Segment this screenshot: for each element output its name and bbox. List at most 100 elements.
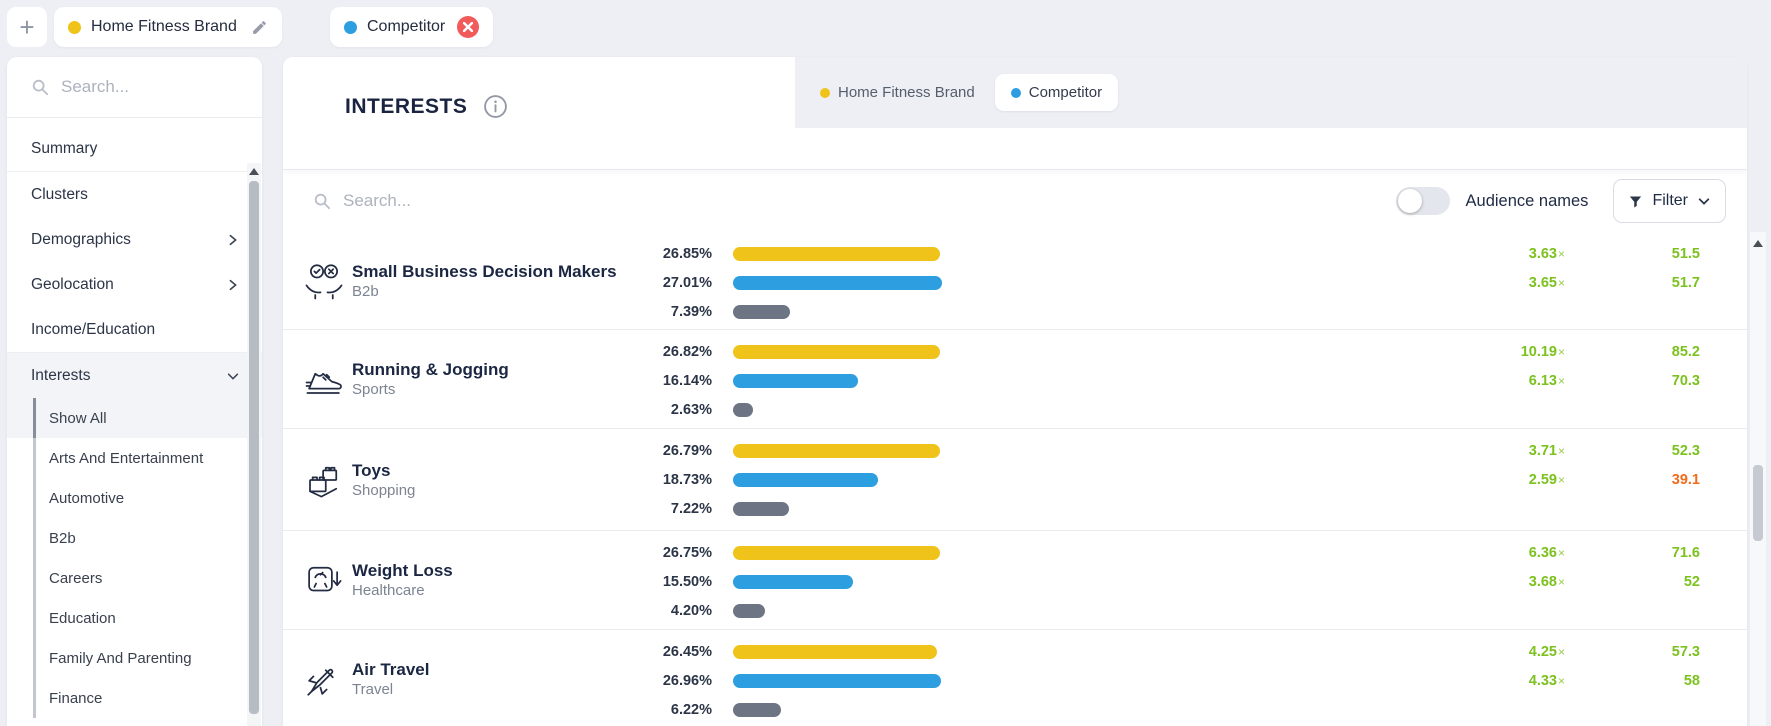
percent-label-home-fitness-brand: 26.75% [662, 545, 712, 561]
scrollbar-thumb[interactable] [249, 181, 259, 714]
main-scrollbar[interactable] [1750, 232, 1766, 726]
percent-label-home-fitness-brand: 26.45% [662, 644, 712, 660]
scroll-up-arrow-icon[interactable] [1753, 240, 1763, 247]
add-audience-button[interactable]: + [7, 7, 47, 47]
toggle-knob [1397, 189, 1422, 213]
sidebar-subitem-automotive[interactable]: Automotive [49, 489, 125, 507]
page-title: INTERESTS [345, 94, 468, 118]
interest-heading: Small Business Decision Makers B2b [352, 261, 617, 301]
interests-table: Small Business Decision Makers B2b 26.85% 2… [283, 232, 1747, 726]
percent-label-baseline: 7.39% [670, 304, 712, 320]
sidebar-item-label: Demographics [31, 230, 131, 248]
affinity-multiplier: 2.59× [1528, 472, 1565, 488]
table-toolbar: Audience names Filter [283, 170, 1747, 232]
relevance-score: 58 [1683, 673, 1700, 689]
interest-row-air-travel[interactable]: Air Travel Travel 26.45% 26.96% 6.22% 4.25× 57… [283, 630, 1747, 726]
sidebar-scrollbar[interactable] [247, 163, 261, 726]
sidebar-subitem-show-all[interactable]: Show All [7, 398, 262, 438]
panel-header: Home Fitness Brand Competitor INTERESTS [283, 57, 1747, 170]
tab-competitor[interactable]: Competitor [330, 7, 494, 47]
percent-label-baseline: 2.63% [670, 402, 712, 418]
audience-names-toggle[interactable] [1395, 187, 1450, 215]
info-icon[interactable] [483, 94, 508, 119]
interest-heading: Toys Shopping [352, 460, 415, 500]
affinity-multiplier: 3.68× [1528, 574, 1565, 590]
legend-label: Competitor [1028, 84, 1103, 101]
table-search[interactable] [313, 190, 1396, 212]
relevance-score: 85.2 [1671, 344, 1700, 360]
sidebar-subitem-family-and-parenting[interactable]: Family And Parenting [49, 649, 192, 667]
search-icon [31, 78, 49, 96]
sidebar-item-label: Summary [31, 139, 98, 157]
affinity-multiplier: 6.36× [1528, 545, 1565, 561]
toy-bricks-icon [303, 459, 345, 501]
sidebar-search[interactable] [7, 57, 262, 118]
bar-baseline [733, 502, 789, 516]
affinity-multiplier: 6.13× [1528, 373, 1565, 389]
bar-competitor [733, 575, 853, 589]
scroll-up-arrow-icon[interactable] [249, 168, 259, 175]
sidebar-subitem-arts-and-entertainment[interactable]: Arts And Entertainment [49, 449, 204, 467]
interest-row-running-jogging[interactable]: Running & Jogging Sports 26.82% 16.14% 2.63%… [283, 330, 1747, 429]
legend-label: Home Fitness Brand [838, 84, 975, 101]
sidebar-item-geolocation[interactable]: Geolocation [7, 262, 262, 307]
yellow-dot-icon [68, 20, 81, 34]
sidebar-item-demographics[interactable]: Demographics [7, 217, 262, 262]
percent-label-baseline: 4.20% [670, 603, 712, 619]
scrollbar-thumb[interactable] [1753, 465, 1763, 541]
relevance-score: 70.3 [1671, 373, 1700, 389]
filter-label: Filter [1652, 192, 1688, 209]
pencil-icon[interactable] [251, 19, 268, 36]
sidebar-item-interests[interactable]: Interests [7, 352, 262, 398]
filter-button[interactable]: Filter [1613, 179, 1726, 223]
bar-home-fitness-brand [733, 247, 940, 261]
affinity-multiplier: 3.71× [1528, 443, 1565, 459]
legend-home-fitness-brand[interactable]: Home Fitness Brand [820, 84, 975, 101]
affinity-multiplier: 3.63× [1528, 246, 1565, 262]
relevance-score: 51.5 [1671, 246, 1700, 262]
interest-row-toys[interactable]: Toys Shopping 26.79% 18.73% 7.22% 3.71× 52.3 2.… [283, 429, 1747, 531]
percent-label-baseline: 6.22% [670, 702, 712, 718]
affinity-multiplier: 10.19× [1520, 344, 1565, 360]
sidebar-item-label: Geolocation [31, 275, 114, 293]
relevance-score: 52 [1683, 574, 1700, 590]
blue-dot-icon [344, 20, 357, 34]
sidebar-subitem-finance[interactable]: Finance [49, 689, 103, 707]
interest-title: Toys [352, 460, 391, 480]
sidebar-nav: Summary Clusters Demographics Geolocatio… [7, 118, 262, 718]
running-shoe-icon [303, 358, 345, 400]
interests-panel: Home Fitness Brand Competitor INTERESTS [283, 57, 1747, 726]
tab-label: Home Fitness Brand [91, 18, 237, 35]
bar-home-fitness-brand [733, 444, 940, 458]
sidebar-item-clusters[interactable]: Clusters [7, 172, 262, 217]
tab-home-fitness-brand[interactable]: Home Fitness Brand [54, 7, 282, 47]
bar-baseline [733, 305, 790, 319]
bar-baseline [733, 403, 753, 417]
bar-baseline [733, 703, 781, 717]
yellow-dot-icon [820, 87, 830, 98]
bar-baseline [733, 604, 765, 618]
sidebar-search-input[interactable] [59, 76, 213, 98]
close-icon[interactable] [457, 16, 480, 38]
audience-names-label: Audience names [1465, 191, 1589, 210]
sidebar-subitem-b2b[interactable]: B2b [49, 529, 76, 547]
sidebar-item-summary[interactable]: Summary [7, 126, 262, 172]
sidebar-subitem-careers[interactable]: Careers [49, 569, 103, 587]
table-search-input[interactable] [341, 190, 665, 212]
sidebar-subitem-education[interactable]: Education [49, 609, 116, 627]
interest-row-small-business-decision-makers[interactable]: Small Business Decision Makers B2b 26.85% 2… [283, 232, 1747, 330]
relevance-score: 51.7 [1671, 275, 1700, 291]
interest-row-weight-loss[interactable]: Weight Loss Healthcare 26.75% 15.50% 4.20% 6.… [283, 531, 1747, 630]
interest-title: Weight Loss [352, 561, 453, 580]
relevance-score: 39.1 [1671, 472, 1700, 488]
hands-decision-icon [303, 260, 345, 302]
weight-scale-icon [303, 559, 345, 601]
interest-title: Running & Jogging [352, 360, 509, 379]
interest-heading: Air Travel Travel [352, 659, 430, 699]
legend-competitor[interactable]: Competitor [994, 74, 1119, 111]
sidebar-item-income-education[interactable]: Income/Education [7, 307, 262, 352]
sidebar-item-label: Income/Education [31, 320, 156, 338]
relevance-score: 57.3 [1671, 644, 1700, 660]
legend: Home Fitness Brand Competitor [795, 57, 1747, 128]
